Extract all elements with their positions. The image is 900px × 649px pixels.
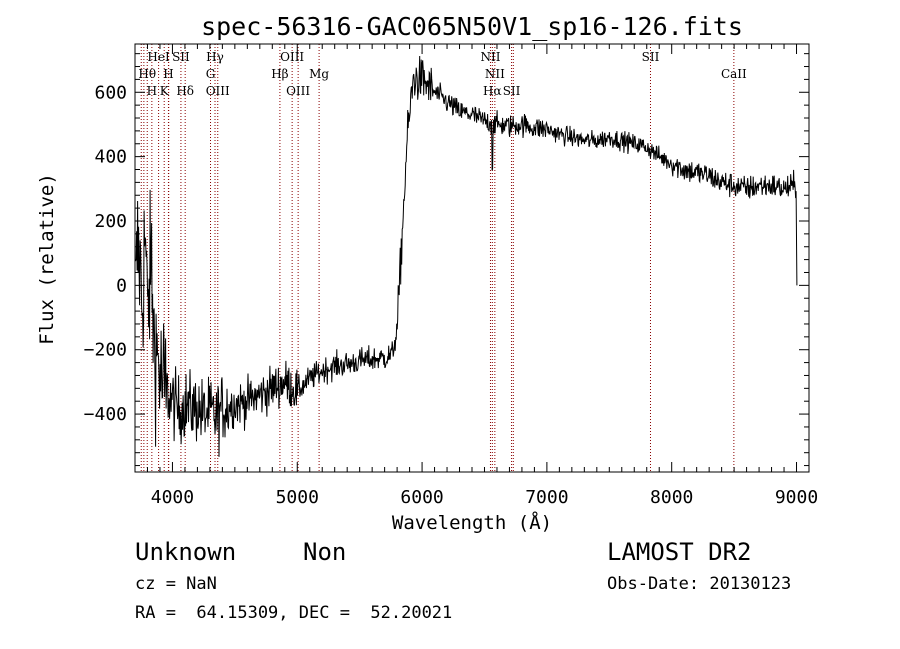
- line-marker-label: H: [147, 84, 157, 98]
- line-marker-label: Hβ: [271, 67, 288, 81]
- line-marker-label: OIII: [286, 84, 310, 98]
- x-axis: 4000 5000 6000 7000 8000 9000: [134, 44, 818, 508]
- line-marker-label: K: [160, 84, 170, 98]
- y-tick-label: 600: [94, 82, 127, 103]
- coordinates-label: RA = 64.15309, DEC = 52.20021: [135, 603, 453, 623]
- line-marker-label: SII: [642, 50, 660, 64]
- line-marker-label: Hγ: [206, 50, 224, 64]
- line-marker-label: CaII: [721, 67, 747, 81]
- x-tick-label: 7000: [525, 487, 568, 508]
- redshift-label: cz = NaN: [135, 574, 217, 594]
- line-marker-label: OIII: [206, 84, 230, 98]
- spectrum-line: [135, 55, 798, 457]
- line-marker-label: HeI: [147, 50, 170, 64]
- y-tick-label: 0: [116, 275, 127, 296]
- x-tick-label: 4000: [151, 487, 194, 508]
- line-marker-label: Hα: [483, 84, 502, 98]
- class-label: Unknown: [135, 538, 237, 566]
- obs-date-label: Obs-Date: 20130123: [607, 574, 792, 594]
- line-marker-label: G: [206, 67, 216, 81]
- y-tick-label: −400: [84, 404, 127, 425]
- line-marker-label: H: [163, 67, 173, 81]
- line-marker-label: Hθ: [138, 67, 156, 81]
- y-tick-label: 400: [94, 147, 127, 168]
- line-marker-label: SII: [503, 84, 521, 98]
- line-marker-label: Hδ: [176, 84, 194, 98]
- x-tick-label: 9000: [775, 487, 818, 508]
- survey-label: LAMOST DR2: [607, 538, 752, 566]
- x-axis-label: Wavelength (Å): [392, 511, 552, 534]
- line-marker-label: NII: [485, 67, 505, 81]
- line-marker-label: Mg: [309, 67, 329, 81]
- line-marker-label: NII: [480, 50, 500, 64]
- y-tick-label: 200: [94, 211, 127, 232]
- y-axis-label: Flux (relative): [36, 173, 58, 345]
- line-marker-label: SII: [172, 50, 190, 64]
- y-axis: −400 −200 0 200 400 600: [84, 53, 809, 467]
- y-tick-label: −200: [84, 340, 127, 361]
- x-tick-label: 6000: [400, 487, 443, 508]
- line-marker-label: OIII: [280, 50, 304, 64]
- subclass-label: Non: [303, 538, 347, 566]
- chart-title: spec-56316-GAC065N50V1_sp16-126.fits: [201, 12, 743, 41]
- x-tick-label: 8000: [650, 487, 693, 508]
- x-tick-label: 5000: [276, 487, 319, 508]
